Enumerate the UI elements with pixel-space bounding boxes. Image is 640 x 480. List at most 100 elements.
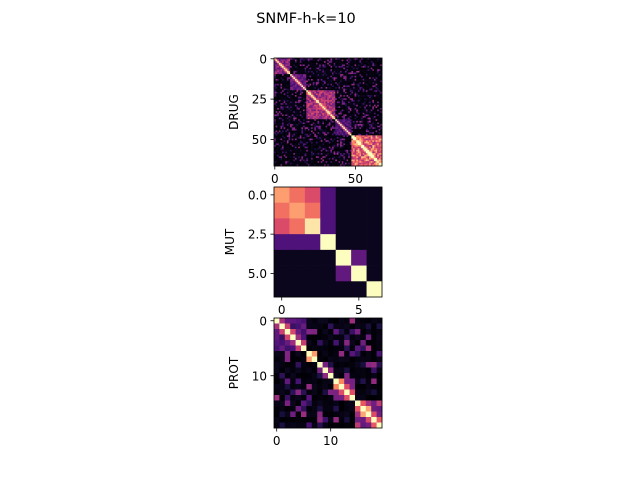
heatmap-cell [373, 135, 376, 138]
heatmap-cell [332, 127, 334, 130]
heatmap-cell [322, 154, 325, 157]
heatmap-cell [375, 161, 378, 164]
heatmap-cell [357, 75, 360, 78]
heatmap-cell [335, 148, 338, 151]
heatmap-cell [309, 88, 312, 91]
heatmap-cell [372, 91, 375, 94]
heatmap-cell [275, 114, 278, 117]
heatmap-cell [277, 136, 280, 139]
heatmap-cell [304, 72, 307, 75]
heatmap-cell [283, 162, 286, 165]
heatmap-cell [356, 96, 359, 99]
heatmap-cell [362, 87, 365, 89]
heatmap-cell [327, 164, 330, 167]
heatmap-cell [325, 136, 328, 139]
heatmap-cell [283, 72, 286, 75]
heatmap-cell [354, 99, 357, 102]
heatmap-cell [319, 156, 322, 159]
heatmap-cell [328, 75, 331, 78]
heatmap-cell [333, 67, 336, 70]
heatmap-cell [346, 151, 349, 154]
heatmap-cell [274, 61, 276, 64]
heatmap-cell [336, 151, 339, 154]
heatmap-cell [340, 122, 343, 125]
heatmap-cell [335, 249, 352, 266]
heatmap-cell [291, 101, 294, 104]
heatmap-cell [275, 135, 278, 138]
heatmap-cell [284, 323, 291, 330]
heatmap-cell [344, 323, 350, 330]
heatmap-cell [364, 157, 367, 160]
heatmap-cell [332, 78, 334, 81]
heatmap-cell [315, 82, 318, 85]
heatmap-cell [370, 107, 373, 110]
heatmap-cell [301, 69, 304, 72]
heatmap-cell [274, 141, 276, 144]
heatmap-cell [335, 101, 338, 104]
heatmap-cell [320, 159, 323, 162]
heatmap-cell [319, 98, 322, 101]
heatmap-cell [372, 159, 375, 162]
heatmap-cell [301, 384, 307, 390]
heatmap-cell [365, 119, 368, 122]
heatmap-cell [372, 77, 375, 80]
heatmap-cell [349, 141, 352, 144]
heatmap-cell [275, 161, 278, 164]
heatmap-cell [288, 135, 291, 138]
heatmap-cell [311, 112, 314, 115]
heatmap-cell [294, 149, 297, 152]
heatmap-cell [322, 58, 325, 60]
heatmap-cell [327, 75, 330, 78]
heatmap-cell [301, 141, 304, 144]
heatmap-cell [294, 116, 297, 118]
heatmap-cell [373, 61, 376, 64]
heatmap-cell [277, 83, 280, 86]
heatmap-cell [376, 340, 383, 346]
heatmap-cell [294, 82, 297, 85]
heatmap-cell [362, 122, 365, 125]
heatmap-cell [293, 164, 296, 167]
heatmap-cell [333, 345, 340, 352]
heatmap-cell [293, 138, 296, 141]
heatmap-cell [372, 96, 375, 99]
heatmap-cell [327, 116, 330, 118]
heatmap-cell [370, 132, 373, 135]
heatmap-cell [349, 88, 352, 91]
heatmap-cell [323, 104, 326, 107]
heatmap-cell [348, 114, 351, 117]
heatmap-cell [361, 140, 363, 143]
heatmap-cell [291, 156, 294, 159]
heatmap-cell [282, 140, 285, 143]
heatmap-cell [325, 162, 328, 165]
heatmap-cell [290, 66, 293, 69]
heatmap-cell [344, 395, 350, 401]
heatmap-cell [344, 104, 347, 107]
heatmap-cell [338, 69, 341, 72]
heatmap-cell [364, 58, 367, 60]
heatmap-cell [283, 104, 286, 107]
heatmap-cell [279, 318, 286, 324]
heatmap-cell [317, 145, 320, 147]
heatmap-cell [343, 93, 346, 96]
heatmap-cell [294, 99, 297, 102]
heatmap-cell [349, 87, 352, 89]
heatmap-cell [322, 114, 325, 117]
heatmap-cell [280, 133, 283, 136]
heatmap-cell [315, 104, 318, 107]
heatmap-cell [380, 145, 383, 147]
heatmap-cell [288, 90, 291, 93]
heatmap-cell [341, 128, 344, 131]
heatmap-cell [362, 75, 365, 78]
heatmap-cell [315, 96, 318, 99]
heatmap-cell [293, 143, 296, 146]
heatmap-cell [359, 90, 362, 93]
heatmap-cell [335, 75, 338, 78]
heatmap-cell [295, 395, 302, 401]
heatmap-cell [330, 124, 333, 127]
heatmap-cell [348, 103, 351, 106]
heatmap-cell [294, 75, 297, 78]
heatmap-cell [309, 96, 312, 99]
heatmap-cell [377, 149, 380, 152]
heatmap-cell [296, 136, 299, 139]
heatmap-cell [365, 159, 368, 162]
